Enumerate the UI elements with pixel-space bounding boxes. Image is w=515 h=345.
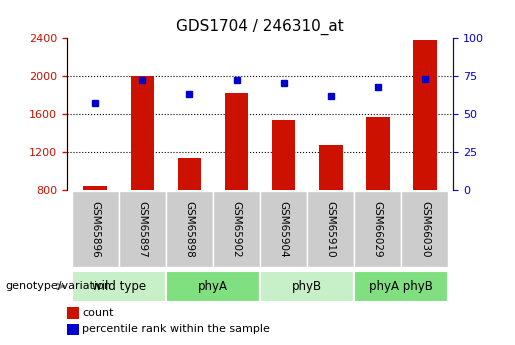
Bar <box>307 191 354 267</box>
Text: phyB: phyB <box>292 280 322 293</box>
Bar <box>354 191 401 267</box>
Text: GSM66030: GSM66030 <box>420 201 430 258</box>
Bar <box>130 76 154 190</box>
Bar <box>72 191 119 267</box>
Bar <box>119 191 166 267</box>
Text: percentile rank within the sample: percentile rank within the sample <box>82 325 270 334</box>
Bar <box>354 271 449 302</box>
Bar <box>67 324 78 335</box>
Text: genotype/variation: genotype/variation <box>5 282 111 291</box>
Bar <box>166 191 213 267</box>
Text: GSM65904: GSM65904 <box>279 201 288 258</box>
Bar <box>213 191 260 267</box>
Text: GSM65898: GSM65898 <box>184 201 195 258</box>
Bar <box>260 191 307 267</box>
Text: phyA: phyA <box>198 280 228 293</box>
Bar <box>72 271 166 302</box>
Text: phyA phyB: phyA phyB <box>369 280 433 293</box>
Bar <box>178 158 201 190</box>
Text: GSM65910: GSM65910 <box>325 201 336 258</box>
Bar <box>67 307 78 319</box>
Bar <box>260 271 354 302</box>
Text: wild type: wild type <box>92 280 146 293</box>
Text: count: count <box>82 308 114 318</box>
Text: GSM65896: GSM65896 <box>90 201 100 258</box>
Bar <box>272 120 296 190</box>
Bar <box>401 191 449 267</box>
Title: GDS1704 / 246310_at: GDS1704 / 246310_at <box>176 19 344 35</box>
Bar <box>166 271 260 302</box>
Text: GSM65897: GSM65897 <box>138 201 147 258</box>
Bar <box>83 186 107 190</box>
Bar <box>366 117 390 190</box>
Bar <box>225 93 248 190</box>
Text: GSM66029: GSM66029 <box>373 201 383 258</box>
Text: GSM65902: GSM65902 <box>232 201 242 258</box>
Bar <box>413 40 437 190</box>
Bar <box>319 145 342 190</box>
